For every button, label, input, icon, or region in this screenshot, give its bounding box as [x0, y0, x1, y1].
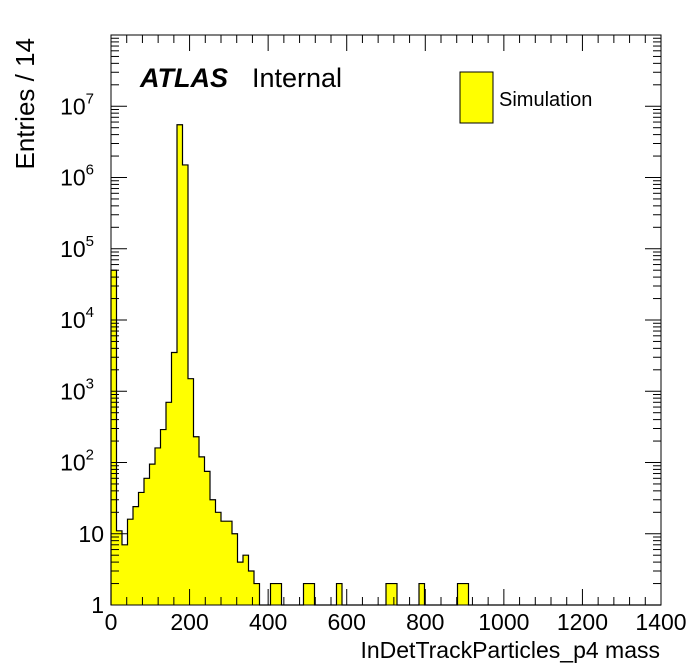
histogram-bin	[386, 583, 392, 605]
histogram-bin	[188, 378, 194, 605]
histogram-bin	[127, 519, 133, 605]
histogram-bin	[243, 555, 249, 605]
histogram-bin	[116, 530, 122, 605]
y-tick-label: 104	[60, 304, 94, 333]
legend-swatch	[459, 71, 494, 124]
histogram-bin	[336, 583, 342, 605]
histogram-bin	[171, 352, 177, 605]
histogram-bin	[122, 544, 128, 605]
histogram-bin	[457, 583, 463, 605]
x-tick-label: 200	[170, 609, 208, 635]
histogram-bin	[237, 562, 243, 605]
histogram-bin	[215, 512, 221, 605]
x-tick-label: 1000	[478, 609, 529, 635]
histogram-bin	[303, 583, 309, 605]
histogram-bin	[248, 571, 254, 605]
y-tick-label: 105	[60, 233, 94, 262]
histogram-bars	[110, 124, 661, 606]
y-tick-labels: 1 10 102 103 104 105 106 107	[60, 90, 104, 618]
histogram-bin	[138, 492, 144, 605]
histogram-bin	[133, 506, 139, 605]
x-tick-label: 400	[249, 609, 287, 635]
y-tick-label: 106	[60, 162, 94, 191]
legend-label: Simulation	[499, 89, 592, 111]
y-tick-label: 10	[78, 521, 104, 547]
histogram-bin	[254, 583, 260, 605]
y-axis-label: Entries / 14	[10, 38, 40, 170]
histogram-bin	[166, 402, 172, 605]
histogram-bin	[149, 464, 155, 605]
histogram-bin	[144, 478, 150, 605]
histogram-bin	[193, 436, 199, 605]
y-tick-label: 107	[60, 90, 94, 119]
histogram-bin	[309, 583, 315, 605]
x-tick-labels: 0 200 400 600 800 1000 1200 1400	[105, 609, 687, 635]
histogram-bin	[226, 521, 232, 605]
histogram-bin	[199, 456, 205, 605]
histogram-bin	[204, 471, 210, 605]
y-tick-label: 103	[60, 375, 94, 404]
histogram-bin	[155, 447, 161, 605]
histogram-bin	[177, 124, 183, 605]
x-tick-label: 800	[406, 609, 444, 635]
internal-label: Internal	[252, 63, 342, 93]
histogram-bin	[221, 521, 227, 605]
x-tick-label: 1400	[635, 609, 686, 635]
histogram-bin	[276, 583, 282, 605]
axis-ticks	[110, 35, 662, 606]
histogram-bin	[160, 429, 166, 605]
atlas-label: ATLAS	[139, 63, 228, 93]
histogram-bin	[111, 270, 117, 605]
x-tick-label: 600	[328, 609, 366, 635]
histogram-bin	[182, 164, 188, 605]
x-tick-label: 0	[105, 609, 118, 635]
y-tick-label: 102	[60, 447, 94, 476]
histogram-bin	[210, 499, 216, 605]
histogram-bin	[391, 583, 397, 605]
histogram-bin	[270, 583, 276, 605]
y-tick-label: 1	[91, 592, 104, 618]
histogram-bin	[232, 533, 238, 605]
x-axis-label: InDetTrackParticles_p4 mass	[360, 637, 660, 663]
x-tick-label: 1200	[557, 609, 608, 635]
histogram-bin	[419, 583, 425, 605]
histogram-bin	[463, 583, 469, 605]
